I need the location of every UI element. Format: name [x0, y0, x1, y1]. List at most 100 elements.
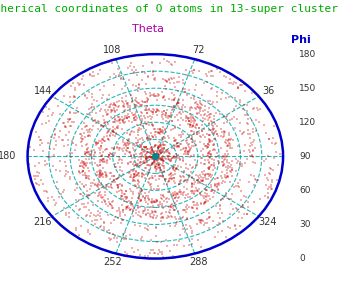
Point	[56, 135, 62, 139]
Point	[166, 97, 171, 101]
Point	[148, 204, 154, 209]
Point	[98, 107, 104, 111]
Point	[224, 120, 229, 125]
Point	[206, 113, 211, 118]
Point	[184, 73, 190, 77]
Point	[184, 217, 190, 221]
Point	[89, 116, 95, 120]
Point	[240, 205, 246, 210]
Point	[119, 194, 124, 198]
Point	[181, 179, 187, 184]
Point	[194, 132, 200, 137]
Point	[67, 95, 72, 100]
Point	[91, 119, 96, 124]
Point	[187, 142, 192, 146]
Point	[150, 209, 156, 214]
Point	[207, 143, 212, 148]
Point	[128, 168, 134, 172]
Point	[62, 124, 68, 129]
Point	[148, 93, 154, 98]
Point	[214, 99, 220, 104]
Point	[160, 94, 166, 99]
Point	[37, 142, 43, 147]
Point	[189, 105, 194, 110]
Point	[184, 152, 189, 156]
Point	[67, 175, 73, 180]
Point	[192, 101, 198, 106]
Point	[155, 92, 160, 97]
Point	[184, 205, 189, 209]
Point	[140, 160, 146, 164]
Point	[128, 206, 133, 211]
Point	[149, 161, 155, 166]
Point	[142, 161, 148, 166]
Point	[71, 119, 76, 124]
Point	[214, 129, 219, 134]
Point	[153, 167, 158, 172]
Point	[234, 117, 240, 121]
Point	[157, 130, 162, 134]
Point	[81, 161, 86, 166]
Point	[158, 156, 163, 161]
Point	[116, 118, 122, 123]
Point	[132, 183, 138, 187]
Point	[160, 173, 165, 178]
Point	[122, 108, 128, 112]
Point	[119, 87, 125, 92]
Point	[95, 72, 101, 76]
Point	[212, 122, 218, 127]
Point	[136, 197, 142, 201]
Point	[66, 118, 72, 123]
Point	[191, 143, 196, 148]
Point	[144, 172, 149, 177]
Point	[97, 151, 103, 156]
Point	[112, 174, 117, 178]
Point	[152, 130, 157, 134]
Point	[210, 127, 216, 132]
Point	[148, 154, 154, 159]
Point	[154, 113, 160, 118]
Text: 120: 120	[299, 118, 316, 127]
Point	[153, 94, 159, 99]
Point	[214, 94, 220, 98]
Point	[156, 140, 162, 144]
Point	[208, 164, 213, 169]
Point	[45, 198, 51, 203]
Point	[187, 163, 192, 168]
Point	[73, 110, 79, 115]
Point	[245, 127, 251, 132]
Point	[96, 191, 102, 195]
Point	[143, 154, 149, 159]
Point	[133, 99, 138, 104]
Point	[180, 146, 186, 151]
Point	[125, 141, 131, 145]
Point	[208, 185, 214, 189]
Point	[79, 164, 85, 168]
Point	[208, 152, 214, 156]
Point	[77, 164, 83, 168]
Point	[142, 100, 148, 105]
Point	[108, 182, 113, 186]
Point	[125, 112, 131, 117]
Point	[115, 105, 120, 109]
Point	[168, 174, 174, 178]
Point	[206, 215, 211, 220]
Point	[163, 113, 169, 117]
Point	[106, 228, 112, 233]
Point	[201, 142, 207, 147]
Point	[167, 248, 173, 253]
Point	[89, 74, 95, 79]
Point	[120, 232, 126, 237]
Point	[131, 174, 137, 179]
Point	[232, 223, 238, 228]
Text: 90: 90	[299, 152, 311, 161]
Point	[104, 131, 109, 135]
Point	[154, 198, 160, 203]
Point	[112, 103, 118, 108]
Point	[226, 131, 232, 136]
Point	[146, 146, 151, 151]
Point	[139, 235, 145, 239]
Point	[138, 155, 144, 160]
Point	[196, 187, 202, 191]
Point	[152, 127, 157, 132]
